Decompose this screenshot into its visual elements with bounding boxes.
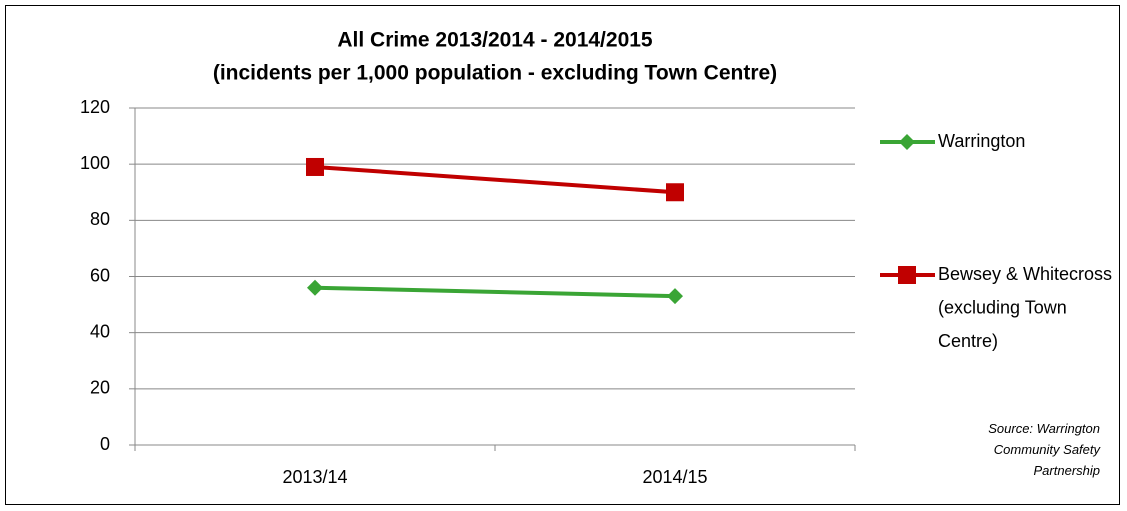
series-line — [314, 285, 676, 299]
y-tick-label: 40 — [90, 321, 110, 341]
marker — [306, 157, 324, 176]
marker — [667, 288, 683, 305]
chart-title: All Crime 2013/2014 - 2014/2015 — [337, 29, 653, 52]
y-tick-label: 60 — [90, 265, 110, 285]
y-tick-label: 80 — [90, 209, 110, 229]
y-tick-label: 120 — [80, 97, 110, 117]
marker — [899, 134, 915, 150]
y-tick-label: 20 — [90, 378, 110, 398]
y-tick-label: 100 — [80, 153, 110, 173]
y-tick-label: 0 — [100, 434, 110, 454]
legend-label: Bewsey & Whitecross (excluding Town Centre… — [938, 264, 1112, 351]
x-tick-label: 2014/15 — [642, 467, 707, 487]
marker — [898, 266, 916, 284]
chart-subtitle: (incidents per 1,000 population - exclud… — [213, 62, 777, 85]
marker — [307, 279, 323, 296]
series-line — [314, 164, 676, 195]
legend-label: Warrington — [938, 131, 1025, 151]
marker — [666, 183, 684, 202]
annotation: Source: Warrington Community Safety Partne… — [988, 421, 1101, 478]
chart-border — [5, 5, 1120, 505]
x-tick-label: 2013/14 — [282, 467, 347, 487]
